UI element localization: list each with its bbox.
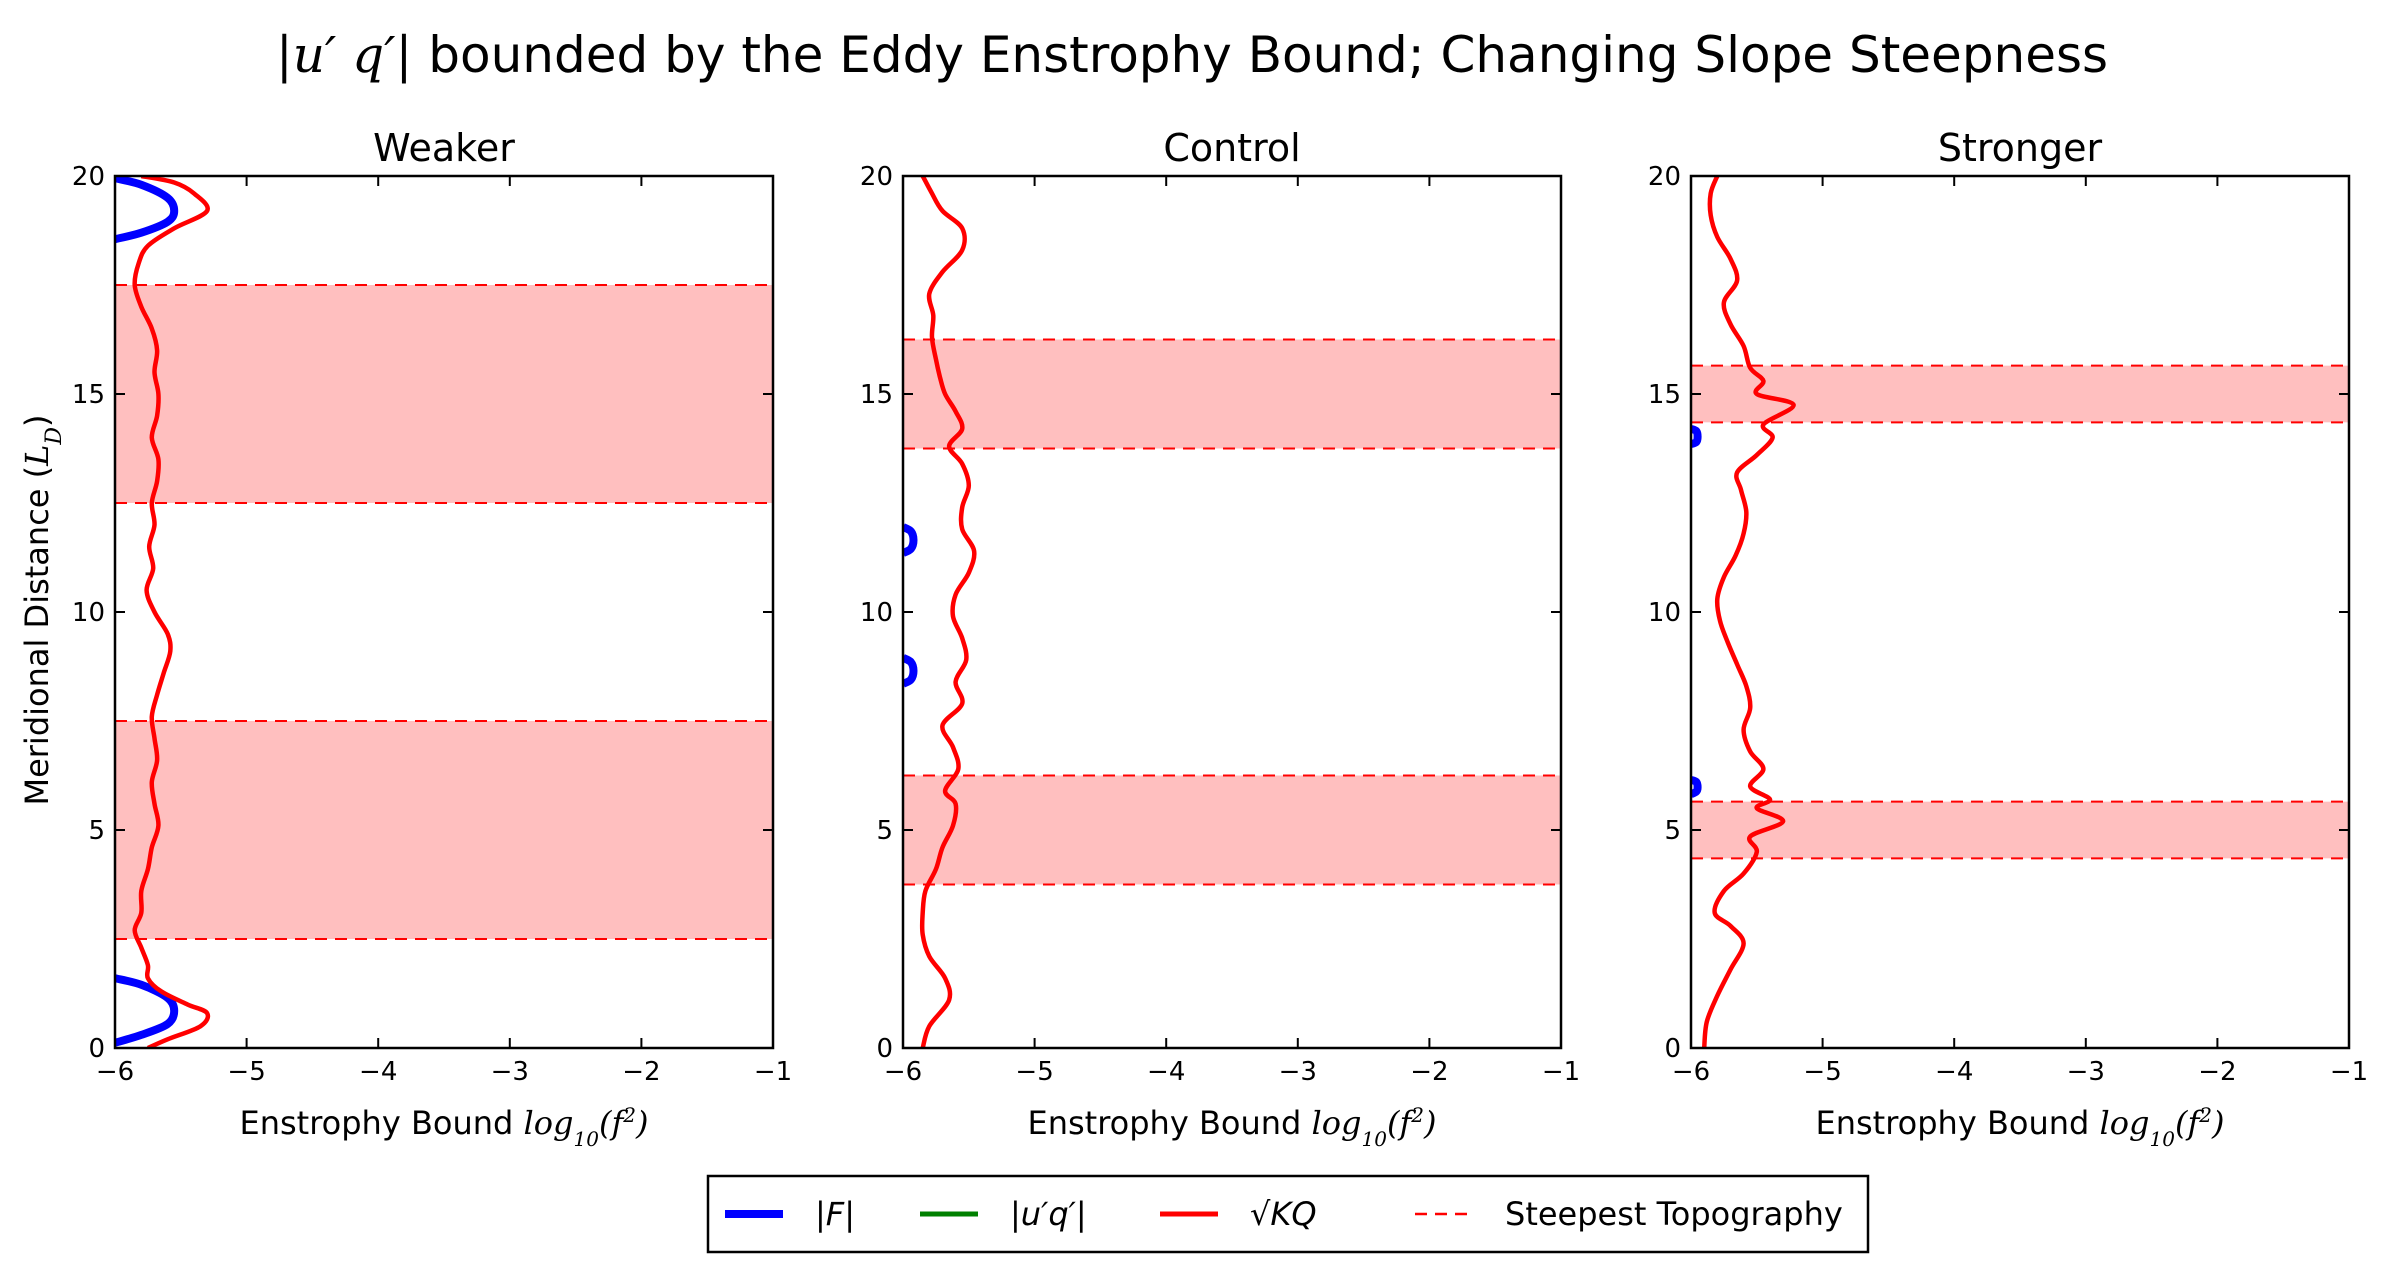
x-tick-label: −1 (754, 1057, 792, 1087)
panel-weaker: −6 −5 −4 −3 −2 −1 0 5 10 15 20 Weaker Enstrophy Boun… (72, 126, 792, 1151)
y-tick-label: 15 (72, 380, 105, 410)
x-tick-label: −5 (1803, 1057, 1841, 1087)
y-tick-label: 20 (72, 162, 105, 192)
panel-stronger: −6 −5 −4 −3 −2 −1 0 5 10 15 20 Stronger Enstrophy Bo… (1648, 126, 2368, 1151)
x-axis-label: Enstrophy Bound log10(f2) (1027, 1103, 1436, 1151)
y-tick-label: 15 (860, 380, 893, 410)
x-tick-label: −4 (359, 1057, 397, 1087)
legend-label-uq: |u′q′| (1010, 1195, 1087, 1233)
y-tick-label: 5 (876, 816, 893, 846)
x-tick-label: −6 (1672, 1057, 1710, 1087)
kq-line (132, 176, 211, 1048)
x-axis-label-sub: 10 (2150, 1127, 2176, 1151)
figure-title: |u′ q′| bounded by the Eddy Enstrophy Bo… (276, 26, 2108, 84)
flux-line (903, 654, 918, 688)
svg-text:Meridional Distance (LD): Meridional Distance (LD) (18, 414, 67, 805)
x-tick-label: −3 (491, 1057, 529, 1087)
steep-band (903, 339, 1561, 449)
steep-band (115, 285, 773, 503)
x-tick-label: −4 (1147, 1057, 1185, 1087)
x-axis-label-text: Enstrophy Bound (1027, 1104, 1311, 1142)
y-tick-label: 10 (860, 598, 893, 628)
figure-title-text: bounded by the Eddy Enstrophy Bound; Cha… (412, 26, 2108, 84)
y-tick-label: 0 (1664, 1034, 1681, 1064)
x-axis-label-sup: 2 (1410, 1103, 1424, 1127)
legend-label-steep: Steepest Topography (1505, 1195, 1843, 1233)
y-axis-label-math: L (18, 445, 56, 467)
x-axis-label: Enstrophy Bound log10(f2) (239, 1103, 648, 1151)
figure-title-math: |u′ q′| (276, 26, 413, 84)
panel-control: −6 −5 −4 −3 −2 −1 0 5 10 15 20 Control Enstrophy Bou… (860, 126, 1580, 1151)
x-tick-label: −2 (2198, 1057, 2236, 1087)
x-axis-label-math: log (2100, 1104, 2150, 1142)
flux-line (903, 523, 918, 557)
y-tick-label: 0 (88, 1034, 105, 1064)
steep-band (1691, 801, 2349, 859)
legend: |F| |u′q′| √KQ Steepest Topography (706, 1174, 1870, 1254)
kq-line (919, 176, 977, 1048)
flux-line (1691, 776, 1702, 798)
panel-title: Control (1163, 126, 1300, 170)
flux-line (115, 974, 179, 1047)
y-tick-label: 10 (72, 598, 105, 628)
plot-frame (1689, 174, 2351, 1050)
kq-line (1701, 176, 1796, 1048)
legend-frame (706, 1174, 1870, 1254)
x-axis-label-math: log (1312, 1104, 1362, 1142)
x-axis-label-sub: 10 (574, 1127, 600, 1151)
steep-band (115, 721, 773, 939)
x-axis-label-text: Enstrophy Bound (239, 1104, 523, 1142)
x-tick-label: −1 (1542, 1057, 1580, 1087)
legend-label-KQ: √KQ (1250, 1195, 1317, 1233)
x-tick-label: −2 (622, 1057, 660, 1087)
panel-title: Stronger (1938, 126, 2103, 170)
y-tick-label: 0 (876, 1034, 893, 1064)
x-tick-label: −4 (1935, 1057, 1973, 1087)
flux-line (115, 176, 179, 244)
y-tick-label: 5 (88, 816, 105, 846)
x-tick-label: −3 (1279, 1057, 1317, 1087)
x-tick-label: −1 (2330, 1057, 2368, 1087)
flux-line (1691, 425, 1702, 448)
x-axis-label-sup: 2 (2198, 1103, 2212, 1127)
x-axis-label-sub: 10 (1362, 1127, 1388, 1151)
x-axis-label-math: log (524, 1104, 574, 1142)
y-tick-label: 15 (1648, 380, 1681, 410)
plot-area (115, 176, 773, 1048)
x-axis-label-sup: 2 (622, 1103, 636, 1127)
x-tick-label: −5 (1015, 1057, 1053, 1087)
x-axis-label-close: ) (1423, 1104, 1436, 1142)
plot-frame (901, 174, 1563, 1050)
y-tick-label: 10 (1648, 598, 1681, 628)
x-axis-label-text: Enstrophy Bound (1815, 1104, 2099, 1142)
steep-band (903, 775, 1561, 885)
y-tick-label: 20 (860, 162, 893, 192)
x-tick-label: −3 (2067, 1057, 2105, 1087)
panel-title: Weaker (373, 126, 515, 170)
legend-label-F: |F| (815, 1195, 855, 1233)
y-axis-label-text: Meridional Distance ( (18, 466, 56, 806)
y-axis-label-sub: D (42, 427, 67, 446)
steep-band (1691, 365, 2349, 423)
x-tick-label: −6 (884, 1057, 922, 1087)
y-tick-label: 5 (1664, 816, 1681, 846)
plot-area (903, 176, 1561, 1048)
x-tick-label: −6 (96, 1057, 134, 1087)
x-axis-label-close: ) (2211, 1104, 2224, 1142)
x-axis-label: Enstrophy Bound log10(f2) (1815, 1103, 2224, 1151)
y-axis-label: Meridional Distance (LD) (18, 414, 67, 805)
x-tick-label: −2 (1410, 1057, 1448, 1087)
plot-area (1691, 176, 2349, 1048)
y-tick-label: 20 (1648, 162, 1681, 192)
x-axis-label-close: ) (635, 1104, 648, 1142)
x-tick-label: −5 (227, 1057, 265, 1087)
